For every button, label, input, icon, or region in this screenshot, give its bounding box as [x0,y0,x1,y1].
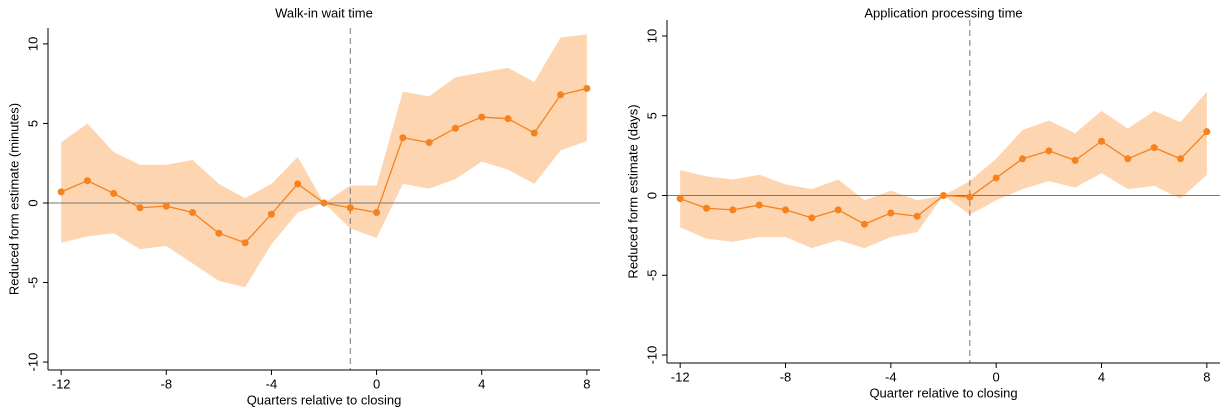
x-tick-label: 8 [1203,369,1210,384]
point [676,195,684,203]
y-tick-label: 10 [644,29,659,43]
y-tick-label: 0 [25,199,40,206]
x-tick-label: -12 [671,369,690,384]
y-tick-label: 5 [25,120,40,127]
x-tick-label: -12 [52,376,71,391]
point [913,212,921,220]
point [136,204,144,212]
point [320,199,328,207]
confidence-band [680,91,1207,249]
x-tick-label: -8 [780,369,792,384]
point [557,91,565,99]
point [267,210,275,218]
point [346,204,354,212]
point [215,229,223,237]
point [399,134,407,142]
chart-title: Walk-in wait time [275,5,373,20]
point [729,206,737,214]
point [189,209,197,217]
point [940,191,947,199]
y-tick-label: -10 [25,353,40,372]
y-tick-label: 5 [644,112,659,119]
point [703,204,710,212]
x-tick-label: -4 [266,376,278,391]
point [425,139,433,147]
y-tick-label: -5 [25,277,40,289]
point [110,189,118,197]
point [373,209,381,217]
x-tick-label: -4 [885,369,897,384]
point [1098,137,1105,145]
chart-title: Application processing time [864,5,1022,20]
point [294,180,302,188]
point [966,193,974,201]
point [504,115,512,123]
point [83,177,91,185]
y-tick-label: 10 [25,37,40,51]
x-tick-label: -8 [161,376,173,391]
y-axis-label: Reduced form estimate (days) [625,104,640,278]
point [808,214,816,222]
x-tick-label: 4 [1098,369,1105,384]
x-axis-label: Quarters relative to closing [247,392,402,407]
point [834,206,842,214]
point [162,202,170,210]
y-tick-label: -5 [644,269,659,281]
point [887,209,895,217]
point [1019,155,1026,163]
point [583,84,591,92]
confidence-band [61,34,587,288]
x-tick-label: 0 [373,376,380,391]
y-tick-label: 0 [644,192,659,199]
point [1124,155,1132,163]
point [861,220,868,228]
x-tick-label: 0 [993,369,1000,384]
point [478,113,486,121]
point [755,201,763,209]
x-tick-label: 8 [583,376,590,391]
point [241,239,249,247]
point [1177,155,1184,163]
point [1150,144,1158,152]
point [992,174,1000,182]
x-axis-label: Quarter relative to closing [869,385,1017,400]
point [451,124,459,132]
point [1071,156,1079,164]
x-tick-label: 4 [478,376,485,391]
y-tick-label: -10 [644,346,659,365]
point [782,206,789,214]
point [1045,147,1053,155]
point [1203,128,1211,136]
point [57,188,65,196]
point [530,129,538,137]
y-axis-label: Reduced form estimate (minutes) [6,103,21,295]
